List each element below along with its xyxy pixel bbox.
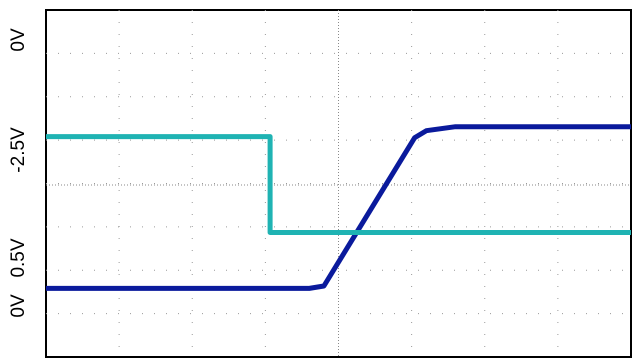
y-tick-label-top-neg2-5v: -2.5V (8, 127, 29, 173)
grid (46, 10, 631, 357)
y-tick-label-bottom-0v: 0V (8, 294, 29, 318)
traces (46, 124, 631, 291)
trace-step (46, 134, 631, 235)
trace-ramp (46, 124, 631, 291)
y-tick-label-top-0v: 0V (8, 28, 29, 52)
y-tick-label-bottom-0-5v: 0.5V (8, 238, 29, 277)
